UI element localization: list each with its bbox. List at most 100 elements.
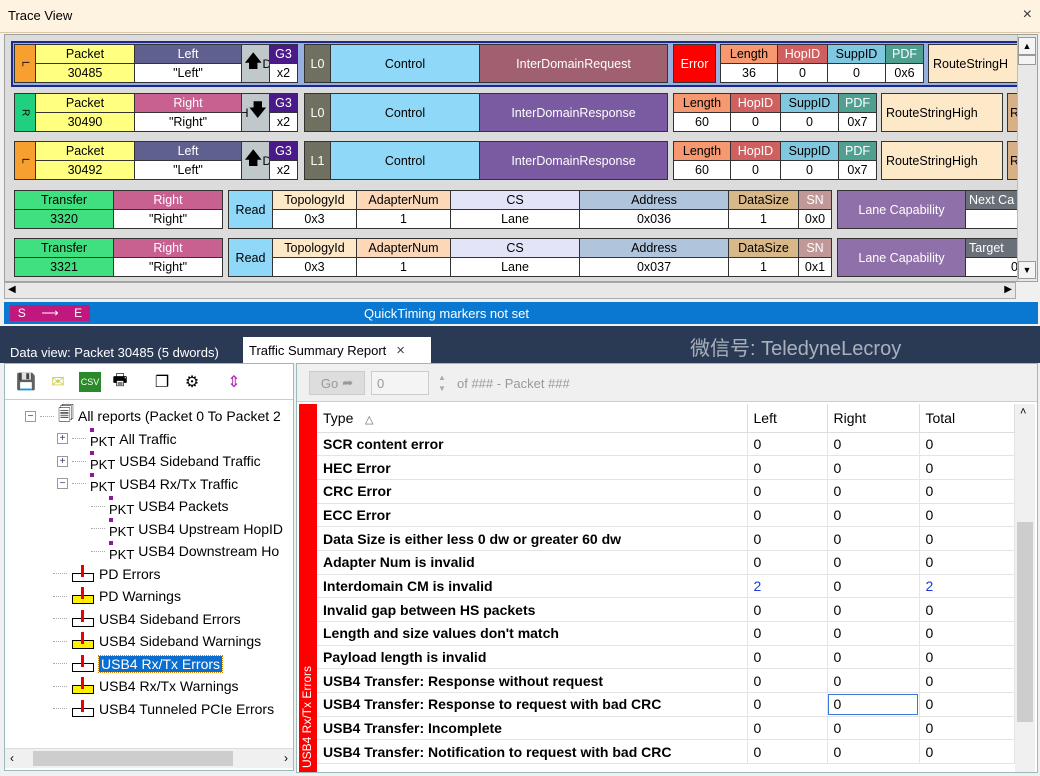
total-cell[interactable]: 0 <box>919 597 1015 622</box>
packet-type[interactable]: Control <box>330 44 480 83</box>
total-cell[interactable]: 0 <box>919 739 1015 765</box>
tab-traffic-summary[interactable]: Traffic Summary Report × <box>243 337 431 363</box>
tree-item[interactable]: − PKT USB4 Rx/Tx Traffic <box>57 473 238 494</box>
right-cell[interactable]: 0 <box>827 574 920 599</box>
scroll-up-icon[interactable]: ▲ <box>1018 37 1036 55</box>
packet-number-input[interactable] <box>371 371 429 395</box>
port-value[interactable]: "Right" <box>113 257 223 277</box>
port-label[interactable]: Left <box>134 141 242 161</box>
right-cell[interactable]: 0 <box>827 432 920 457</box>
total-cell[interactable]: 0 <box>919 526 1015 551</box>
left-cell[interactable]: 0 <box>747 455 828 480</box>
tree-item[interactable]: PKT USB4 Packets <box>91 495 229 517</box>
field-topologyid-header[interactable]: TopologyId <box>272 238 357 258</box>
total-cell[interactable]: 0 <box>919 692 1015 717</box>
tree-item[interactable]: PD Errors <box>53 564 160 584</box>
table-row[interactable]: SCR content error 0 0 0 <box>317 432 1015 457</box>
table-row[interactable]: USB4 Transfer: Incomplete 0 0 0 <box>317 716 1015 741</box>
field-datasize-header[interactable]: DataSize <box>728 238 799 258</box>
field-length-value[interactable]: 36 <box>720 63 778 83</box>
error-badge[interactable]: Error <box>673 44 716 83</box>
field-sn-value[interactable]: 0x0 <box>798 209 832 229</box>
scroll-right-icon[interactable]: › <box>284 751 288 765</box>
field-length-value[interactable]: 60 <box>673 160 731 180</box>
total-cell[interactable]: 0 <box>919 645 1015 670</box>
port-label[interactable]: Right <box>113 238 223 258</box>
next-field-header[interactable]: Next Ca <box>965 190 1025 210</box>
timing-marker[interactable]: S ⟶ E <box>10 305 90 321</box>
tree-horizontal-scrollbar[interactable]: ‹ › <box>5 748 293 768</box>
direction-tag[interactable]: R <box>14 93 36 132</box>
table-row[interactable]: USB4 Transfer: Response to request with … <box>317 692 1015 717</box>
tree-item[interactable]: − 🗐 All reports (Packet 0 To Packet 2 <box>25 406 281 426</box>
field-topologyid-header[interactable]: TopologyId <box>272 190 357 210</box>
go-button[interactable]: Go ➦ <box>309 371 365 395</box>
field-adapternum-header[interactable]: AdapterNum <box>356 238 451 258</box>
trace-view[interactable]: LPacket30485Left"Left"🡅DG3x2L0ControlInt… <box>4 34 1038 282</box>
type-cell[interactable]: ECC Error <box>317 503 748 528</box>
packet-type[interactable]: Control <box>330 93 480 132</box>
csv-icon[interactable]: CSV <box>79 372 101 392</box>
close-icon[interactable]: × <box>1022 6 1032 23</box>
type-cell[interactable]: Adapter Num is invalid <box>317 550 748 575</box>
total-cell[interactable]: 0 <box>919 479 1015 504</box>
expand-icon[interactable]: + <box>57 455 68 467</box>
route-string[interactable]: RouteStringHigh <box>881 93 1003 132</box>
field-pdf-value[interactable]: 0x7 <box>838 160 877 180</box>
next-field-value[interactable] <box>965 209 1025 229</box>
scroll-right-icon[interactable]: ▶ <box>1004 284 1012 295</box>
scroll-left-icon[interactable]: ◀ <box>8 284 16 295</box>
generation[interactable]: G3 <box>269 93 298 113</box>
tree-item[interactable]: USB4 Rx/Tx Errors <box>53 654 224 674</box>
field-length-header[interactable]: Length <box>720 44 778 64</box>
field-adapternum-header[interactable]: AdapterNum <box>356 190 451 210</box>
type-cell[interactable]: USB4 Transfer: Response to request with … <box>317 692 748 717</box>
table-row[interactable]: ECC Error 0 0 0 <box>317 503 1015 528</box>
packet-label[interactable]: Packet <box>35 44 135 64</box>
field-length-value[interactable]: 60 <box>673 112 731 132</box>
scroll-down-icon[interactable]: ▼ <box>1018 261 1036 279</box>
field-pdf-header[interactable]: PDF <box>838 93 877 113</box>
left-cell[interactable]: 0 <box>747 739 828 765</box>
type-cell[interactable]: CRC Error <box>317 479 748 504</box>
type-cell[interactable]: Invalid gap between HS packets <box>317 597 748 622</box>
field-suppid-header[interactable]: SuppID <box>827 44 886 64</box>
field-length-header[interactable]: Length <box>673 141 731 161</box>
total-cell[interactable]: 0 <box>919 550 1015 575</box>
link-width[interactable]: x2 <box>269 112 298 132</box>
right-cell[interactable]: 0 <box>827 739 920 765</box>
generation[interactable]: G3 <box>269 44 298 64</box>
direction-arrow-icon[interactable]: 🡅D <box>241 44 270 83</box>
link-width[interactable]: x2 <box>269 63 298 83</box>
left-cell[interactable]: 0 <box>747 432 828 457</box>
vertical-scrollbar[interactable]: ▲ ▼ <box>1017 35 1037 281</box>
left-cell[interactable]: 0 <box>747 550 828 575</box>
field-suppid-value[interactable]: 0 <box>780 160 839 180</box>
table-row[interactable]: Invalid gap between HS packets 0 0 0 <box>317 597 1015 622</box>
left-cell[interactable]: 0 <box>747 716 828 741</box>
type-cell[interactable]: Data Size is either less 0 dw or greater… <box>317 526 748 551</box>
right-cell[interactable]: 0 <box>827 479 920 504</box>
tree-item[interactable]: PKT USB4 Upstream HopID <box>91 518 283 539</box>
copy-icon[interactable]: ❐ <box>154 374 170 391</box>
link-width[interactable]: x2 <box>269 160 298 180</box>
packet-number[interactable]: 30492 <box>35 160 135 180</box>
email-icon[interactable]: ✉ <box>51 374 65 391</box>
transfer-label[interactable]: Transfer <box>14 238 114 258</box>
operation[interactable]: Read <box>228 238 273 277</box>
field-hopid-value[interactable]: 0 <box>777 63 828 83</box>
command[interactable]: InterDomainResponse <box>479 93 668 132</box>
field-hopid-header[interactable]: HopID <box>730 93 781 113</box>
scroll-thumb[interactable] <box>1017 522 1033 722</box>
field-cs-header[interactable]: CS <box>450 238 580 258</box>
direction-arrow-icon[interactable]: 🡇H <box>241 93 270 132</box>
expand-icon[interactable]: + <box>57 433 68 444</box>
field-length-header[interactable]: Length <box>673 93 731 113</box>
right-cell[interactable]: 0 <box>827 597 920 622</box>
table-row[interactable]: Payload length is invalid 0 0 0 <box>317 645 1015 670</box>
field-sn-header[interactable]: SN <box>798 238 832 258</box>
field-cs-header[interactable]: CS <box>450 190 580 210</box>
next-field-header[interactable]: Target <box>965 238 1025 258</box>
route-string[interactable]: RouteStringH <box>928 44 1028 83</box>
command[interactable]: InterDomainRequest <box>479 44 668 83</box>
